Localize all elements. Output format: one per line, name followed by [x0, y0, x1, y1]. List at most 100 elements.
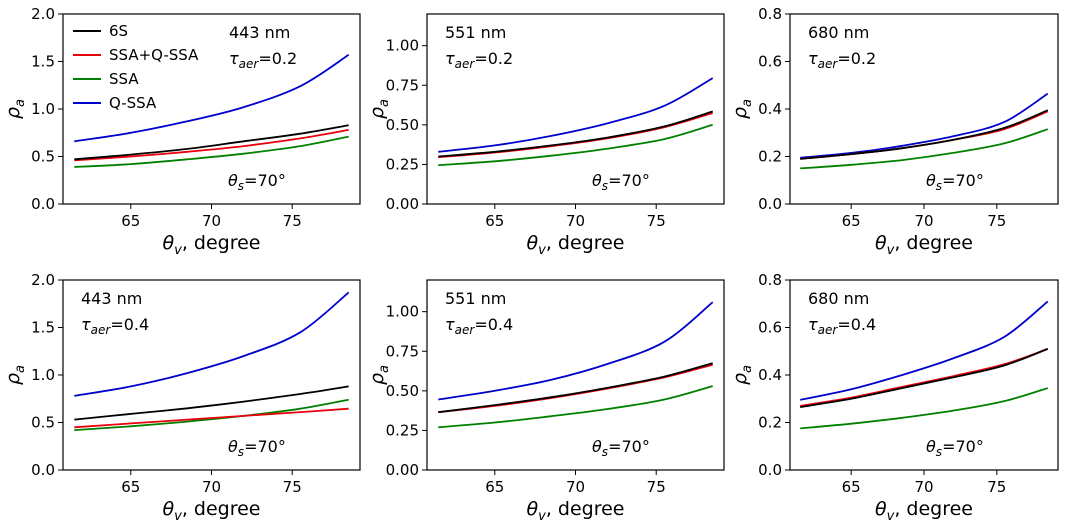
x-label-subscript: v	[538, 509, 546, 524]
x-label-subscript: v	[174, 509, 182, 524]
y-label-subscript: a	[377, 99, 392, 107]
series-line-q-ssa	[800, 300, 1049, 401]
y-tick-label: 1.0	[31, 100, 55, 118]
y-tick-label: 0.0	[31, 195, 55, 213]
x-label-subscript: v	[538, 243, 546, 258]
x-tick-label: 70	[202, 478, 221, 496]
x-label-subscript: v	[174, 243, 182, 258]
theta-s-label: θs=70°	[926, 171, 984, 193]
y-tick-label: 0.75	[386, 76, 419, 94]
y-label-symbol: ρ	[2, 373, 24, 385]
x-label-text: , degree	[894, 498, 973, 520]
theta-s-subscript: s	[602, 445, 608, 459]
y-tick-label: 0.0	[758, 195, 782, 213]
y-tick-label: 0.8	[758, 271, 782, 289]
wavelength-label: 551 nm	[445, 289, 506, 308]
wavelength-label: 551 nm	[445, 23, 506, 42]
x-tick-label: 65	[485, 212, 504, 230]
y-tick-label: 0.6	[758, 53, 782, 71]
theta-s-value: =70°	[608, 437, 650, 456]
x-tick-label: 65	[485, 478, 504, 496]
theta-s-label: θs=70°	[592, 171, 650, 193]
y-label-symbol: ρ	[366, 373, 388, 385]
theta-s-symbol: θ	[592, 437, 602, 456]
series-line-ssa-q-ssa	[74, 129, 349, 162]
wavelength-label: 443 nm	[229, 23, 290, 42]
y-tick-label: 0.0	[758, 461, 782, 479]
x-label-symbol: θ	[163, 498, 175, 520]
theta-s-subscript: s	[936, 445, 942, 459]
wavelength-label: 680 nm	[808, 289, 869, 308]
axes-frame	[789, 279, 1059, 471]
x-label-text: , degree	[546, 232, 625, 254]
x-axis-label: θv, degree	[163, 498, 261, 524]
tau-value: =0.2	[258, 49, 297, 68]
x-tick-label: 75	[283, 212, 302, 230]
series-line-6s	[800, 348, 1049, 408]
x-tick-label: 75	[987, 212, 1006, 230]
theta-s-value: =70°	[942, 171, 984, 190]
y-label-symbol: ρ	[729, 107, 751, 119]
y-label-symbol: ρ	[2, 107, 24, 119]
y-tick-label: 0.25	[386, 421, 419, 439]
theta-s-subscript: s	[602, 179, 608, 193]
x-tick-label: 70	[566, 478, 585, 496]
axes-frame	[62, 279, 361, 471]
y-tick-label: 0.0	[31, 461, 55, 479]
theta-s-label: θs=70°	[228, 171, 286, 193]
y-axis-label: ρa	[366, 365, 392, 385]
x-tick-label: 65	[121, 478, 140, 496]
series-line-q-ssa	[800, 92, 1049, 159]
x-tick-label: 70	[202, 212, 221, 230]
y-tick-label: 0.2	[758, 414, 782, 432]
tau-subscript: aer	[818, 57, 839, 71]
x-label-symbol: θ	[875, 232, 887, 254]
x-tick-label: 65	[842, 212, 861, 230]
y-tick-label: 0.2	[758, 148, 782, 166]
theta-s-value: =70°	[608, 171, 650, 190]
series-line-6s	[74, 385, 349, 421]
tau-label: τaer=0.4	[808, 315, 876, 337]
x-label-text: , degree	[182, 232, 261, 254]
axes-frame	[426, 13, 725, 205]
y-axis-label: ρa	[729, 365, 755, 385]
x-tick-label: 75	[647, 478, 666, 496]
tau-symbol: τ	[81, 315, 91, 334]
x-tick-label: 75	[283, 478, 302, 496]
theta-s-label: θs=70°	[926, 437, 984, 459]
y-label-subscript: a	[377, 365, 392, 373]
y-tick-label: 0.6	[758, 319, 782, 337]
y-tick-label: 0.4	[758, 100, 782, 118]
y-tick-label: 0.00	[386, 195, 419, 213]
series-line-6s	[438, 110, 713, 158]
series-line-ssa-q-ssa	[438, 363, 713, 414]
tau-label: τaer=0.2	[229, 49, 297, 71]
series-line-ssa	[800, 387, 1049, 430]
axes-frame	[789, 13, 1059, 205]
series-line-ssa-q-ssa	[800, 348, 1049, 407]
y-tick-label: 1.5	[31, 53, 55, 71]
x-tick-label: 75	[647, 212, 666, 230]
series-line-6s	[74, 124, 349, 161]
tau-symbol: τ	[229, 49, 239, 68]
theta-s-value: =70°	[244, 171, 286, 190]
theta-s-subscript: s	[238, 445, 244, 459]
x-label-text: , degree	[182, 498, 261, 520]
y-tick-label: 0.25	[386, 155, 419, 173]
theta-s-label: θs=70°	[228, 437, 286, 459]
x-tick-label: 70	[914, 212, 933, 230]
legend-entry-ssa: SSA	[109, 70, 139, 88]
x-label-text: , degree	[546, 498, 625, 520]
wavelength-label: 680 nm	[808, 23, 869, 42]
tau-label: τaer=0.2	[808, 49, 876, 71]
y-tick-label: 2.0	[31, 5, 55, 23]
tau-label: τaer=0.2	[445, 49, 513, 71]
y-label-subscript: a	[13, 99, 28, 107]
x-axis-label: θv, degree	[875, 232, 973, 258]
tau-symbol: τ	[445, 49, 455, 68]
tau-value: =0.4	[837, 315, 876, 334]
